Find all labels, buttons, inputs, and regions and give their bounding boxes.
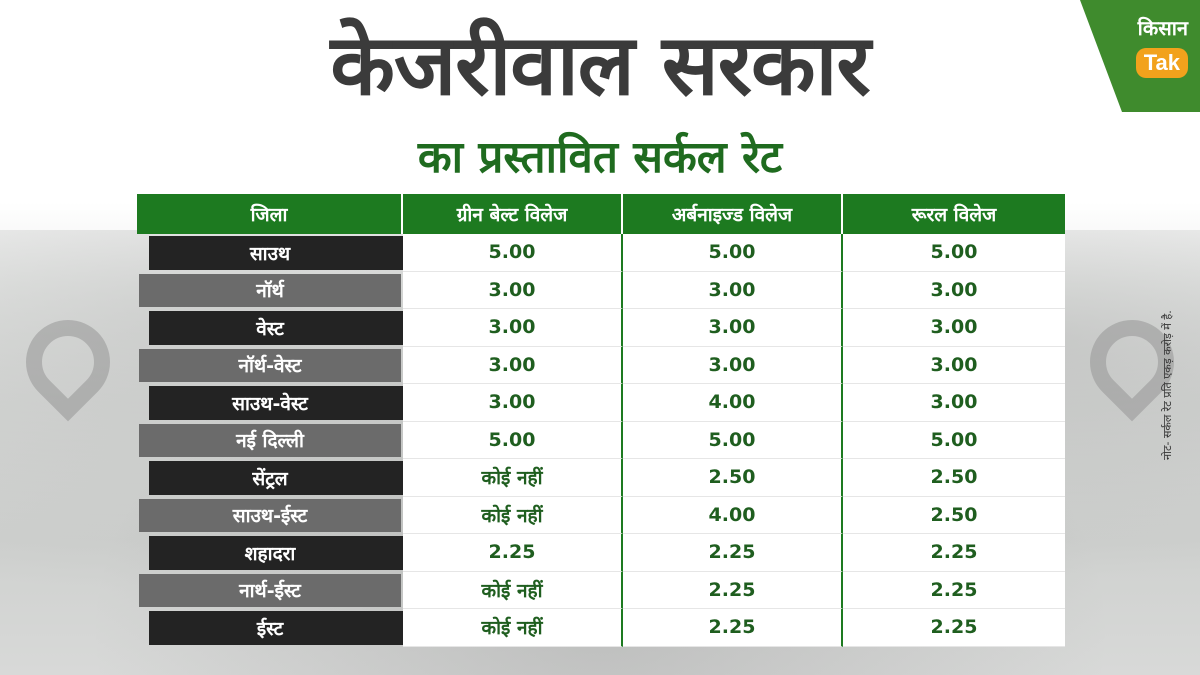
green-belt-cell: 3.00 [403, 346, 623, 384]
table-row: नॉर्थ-वेस्ट 3.00 3.00 3.00 [137, 346, 1065, 385]
district-cell: नॉर्थ-वेस्ट [137, 347, 403, 385]
green-belt-cell: कोई नहीं [403, 459, 623, 497]
district-cell: साउथ-वेस्ट [137, 384, 403, 422]
urbanized-cell: 3.00 [623, 271, 843, 309]
green-belt-cell: 3.00 [403, 384, 623, 422]
table-row: नई दिल्ली 5.00 5.00 5.00 [137, 421, 1065, 460]
table-row: नॉर्थ 3.00 3.00 3.00 [137, 271, 1065, 310]
rural-cell: 2.25 [843, 609, 1065, 647]
logo-text-kisan: किसान [1137, 16, 1188, 40]
district-cell: साउथ-ईस्ट [137, 497, 403, 535]
urbanized-cell: 2.25 [623, 571, 843, 609]
rural-cell: 3.00 [843, 384, 1065, 422]
green-belt-cell: 5.00 [403, 234, 623, 272]
urbanized-cell: 2.25 [623, 609, 843, 647]
rural-cell: 3.00 [843, 309, 1065, 347]
table-row: सेंट्रल कोई नहीं 2.50 2.50 [137, 459, 1065, 497]
urbanized-cell: 2.25 [623, 534, 843, 572]
district-cell: वेस्ट [137, 309, 403, 347]
page-subtitle: का प्रस्तावित सर्कल रेट [417, 132, 783, 183]
table-row: शहादरा 2.25 2.25 2.25 [137, 534, 1065, 572]
district-cell: ईस्ट [137, 609, 403, 647]
urbanized-cell: 2.50 [623, 459, 843, 497]
table-row: ईस्ट कोई नहीं 2.25 2.25 [137, 609, 1065, 647]
footnote: नोट- सर्कल रेट प्रति एकड़ करोड़ में है. [1161, 310, 1174, 460]
green-belt-cell: कोई नहीं [403, 609, 623, 647]
rural-cell: 5.00 [843, 234, 1065, 272]
urbanized-cell: 3.00 [623, 346, 843, 384]
district-cell: नॉर्थ [137, 272, 403, 310]
district-cell: शहादरा [137, 534, 403, 572]
urbanized-cell: 3.00 [623, 309, 843, 347]
table-header: जिला ग्रीन बेल्ट विलेज अर्बनाइज्ड विलेज … [137, 194, 1065, 234]
green-belt-cell: 3.00 [403, 271, 623, 309]
rural-cell: 2.25 [843, 571, 1065, 609]
rural-cell: 2.25 [843, 534, 1065, 572]
table-row: साउथ 5.00 5.00 5.00 [137, 234, 1065, 272]
district-cell: नार्थ-ईस्ट [137, 572, 403, 610]
page-title: केजरीवाल सरकार [330, 16, 870, 114]
header-rural: रूरल विलेज [911, 204, 997, 226]
district-cell: सेंट्रल [137, 459, 403, 497]
rural-cell: 5.00 [843, 421, 1065, 459]
urbanized-cell: 4.00 [623, 384, 843, 422]
rural-cell: 2.50 [843, 496, 1065, 534]
district-cell: साउथ [137, 234, 403, 272]
green-belt-cell: 3.00 [403, 309, 623, 347]
table-row: साउथ-ईस्ट कोई नहीं 4.00 2.50 [137, 496, 1065, 535]
rural-cell: 3.00 [843, 271, 1065, 309]
circle-rate-table: जिला ग्रीन बेल्ट विलेज अर्बनाइज्ड विलेज … [137, 194, 1065, 647]
table-row: नार्थ-ईस्ट कोई नहीं 2.25 2.25 [137, 571, 1065, 610]
rural-cell: 3.00 [843, 346, 1065, 384]
table-row: वेस्ट 3.00 3.00 3.00 [137, 309, 1065, 347]
rural-cell: 2.50 [843, 459, 1065, 497]
green-belt-cell: 2.25 [403, 534, 623, 572]
urbanized-cell: 5.00 [623, 234, 843, 272]
green-belt-cell: 5.00 [403, 421, 623, 459]
table-row: साउथ-वेस्ट 3.00 4.00 3.00 [137, 384, 1065, 422]
green-belt-cell: कोई नहीं [403, 571, 623, 609]
urbanized-cell: 5.00 [623, 421, 843, 459]
district-cell: नई दिल्ली [137, 422, 403, 460]
header-district: जिला [137, 194, 403, 234]
header-green-belt: ग्रीन बेल्ट विलेज [403, 194, 623, 234]
logo-text-tak: Tak [1135, 48, 1188, 78]
urbanized-cell: 4.00 [623, 496, 843, 534]
header-urbanized: अर्बनाइज्ड विलेज [623, 194, 843, 234]
green-belt-cell: कोई नहीं [403, 496, 623, 534]
